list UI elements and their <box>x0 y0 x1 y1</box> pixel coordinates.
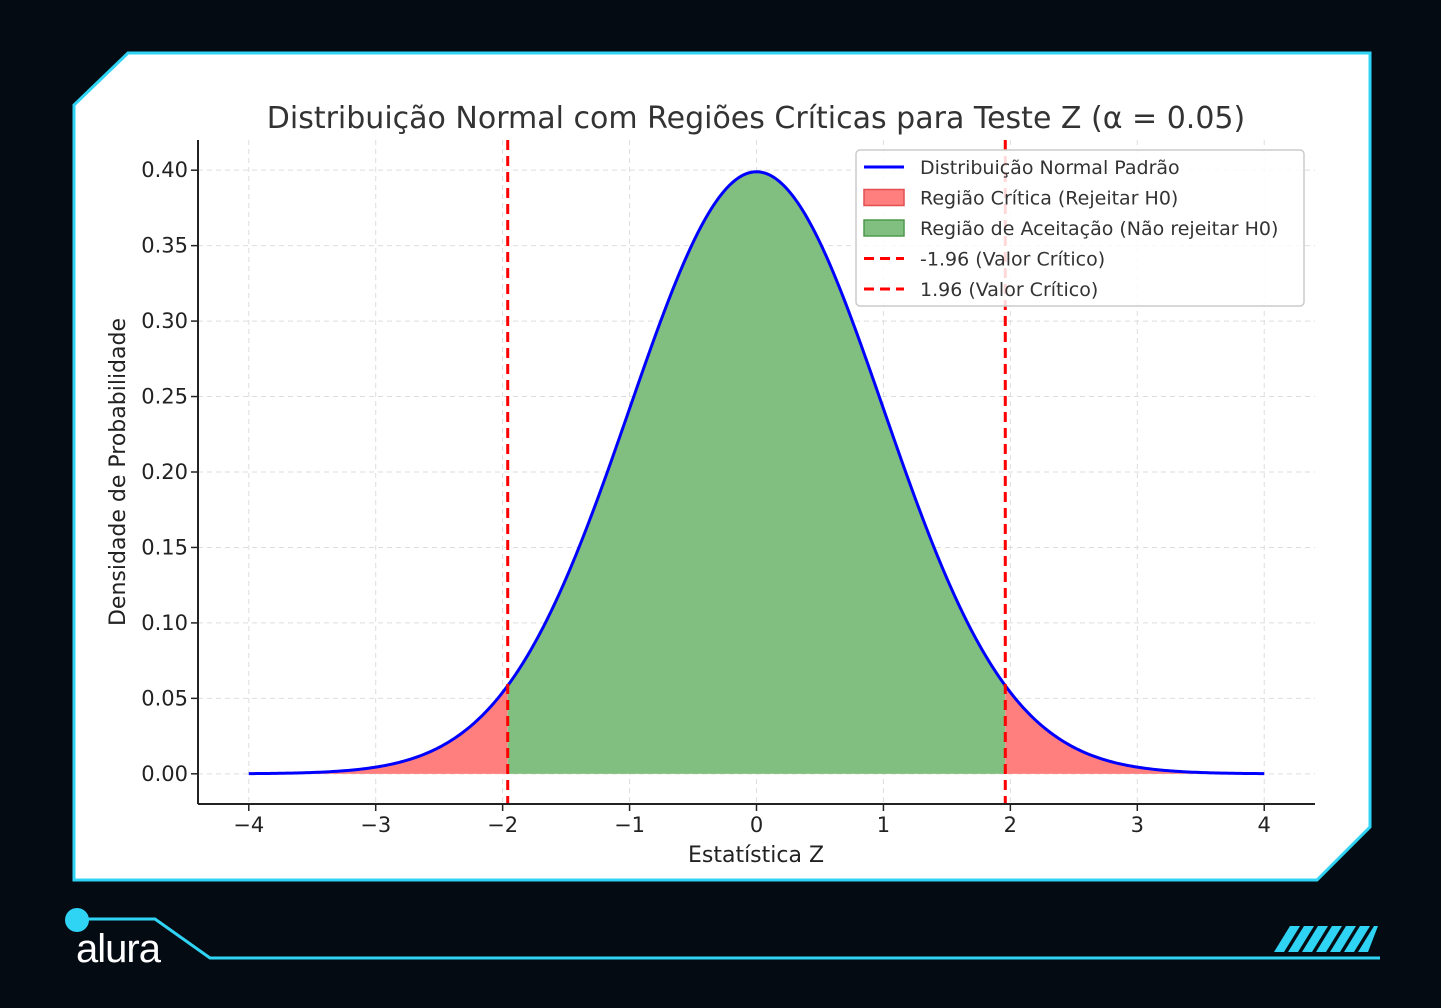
region-area-1 <box>507 171 1006 774</box>
x-tick-label: −1 <box>614 813 645 837</box>
regions <box>248 171 1265 774</box>
x-tick-label: −2 <box>487 813 518 837</box>
legend-box <box>855 149 1305 307</box>
alura-logo: alura <box>76 927 162 971</box>
y-tick-label: 0.35 <box>141 234 188 258</box>
x-tick-label: 3 <box>1131 813 1144 837</box>
legend-label-2: Região de Aceitação (Não rejeitar H0) <box>920 218 1278 240</box>
x-tick-label: 0 <box>750 813 763 837</box>
y-tick-label: 0.05 <box>141 686 188 710</box>
curve-layer <box>248 170 1265 776</box>
region-area-0 <box>248 685 508 774</box>
legend-label-3: -1.96 (Valor Crítico) <box>920 249 1105 271</box>
y-tick-label: 0.25 <box>141 385 188 409</box>
y-axis-label: Densidade de Probabilidade <box>106 318 131 626</box>
y-tick-label: 0.40 <box>141 158 188 182</box>
y-tick-label: 0.10 <box>141 611 188 635</box>
axes: −4 −3 −2 −1 0 1 2 3 4 0.00 0.05 0.10 0.15 0.20 0.25 0.3… <box>141 140 1315 837</box>
x-tick-label: −4 <box>233 813 264 837</box>
y-tick-label: 0.20 <box>141 460 188 484</box>
x-tick-label: 1 <box>877 813 890 837</box>
x-axis-label: Estatística Z <box>688 843 824 868</box>
legend-label-0: Distribuição Normal Padrão <box>920 157 1180 179</box>
logo-dot-icon <box>65 908 89 932</box>
x-tick-label: 4 <box>1258 813 1271 837</box>
region-area-2 <box>1005 685 1265 774</box>
legend: Distribuição Normal Padrão Região Crítica… <box>855 149 1305 307</box>
chart-title: Distribuição Normal com Regiões Críticas… <box>267 101 1245 136</box>
critical-lines <box>506 140 1007 804</box>
y-tick-label: 0.15 <box>141 535 188 559</box>
legend-swatch-2 <box>863 219 905 237</box>
stripes-icon <box>1274 926 1378 952</box>
x-tick-label: −3 <box>360 813 391 837</box>
legend-label-4: 1.96 (Valor Crítico) <box>920 279 1098 301</box>
y-tick-label: 0.30 <box>141 309 188 333</box>
normal-curve <box>248 170 1265 776</box>
y-tick-label: 0.00 <box>141 762 188 786</box>
footer-line <box>88 917 1380 960</box>
legend-label-1: Região Crítica (Rejeitar H0) <box>920 188 1178 210</box>
x-tick-label: 2 <box>1004 813 1017 837</box>
legend-swatch-1 <box>863 188 905 207</box>
